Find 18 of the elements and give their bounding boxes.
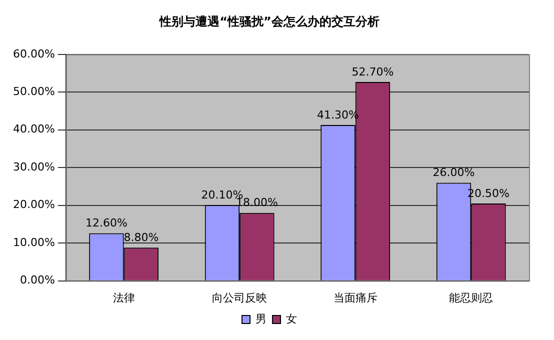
legend-label: 女: [286, 312, 297, 326]
data-label: 8.80%: [124, 230, 159, 244]
x-tick-label: 向公司反映: [212, 291, 268, 304]
y-tick-label: 30.00%: [12, 160, 55, 174]
y-tick-label: 0.00%: [20, 274, 55, 287]
y-tick-label: 50.00%: [12, 84, 55, 98]
y-tick-label: 40.00%: [12, 122, 55, 136]
x-tick-label: 法律: [112, 291, 135, 304]
legend-label: 男: [256, 312, 266, 326]
x-tick-label: 当面痛斥: [333, 291, 378, 304]
y-tick-label: 60.00%: [12, 47, 55, 60]
data-label: 52.70%: [352, 65, 394, 78]
x-tick-label: 能忍则忍: [449, 291, 494, 304]
data-label: 26.00%: [432, 166, 475, 180]
y-tick-label: 20.00%: [12, 198, 55, 212]
data-label: 12.60%: [85, 216, 128, 230]
chart-title: 性别与遭遇“性骚扰”会怎么办的交互分析: [158, 14, 380, 28]
y-tick-label: 10.00%: [12, 236, 55, 249]
